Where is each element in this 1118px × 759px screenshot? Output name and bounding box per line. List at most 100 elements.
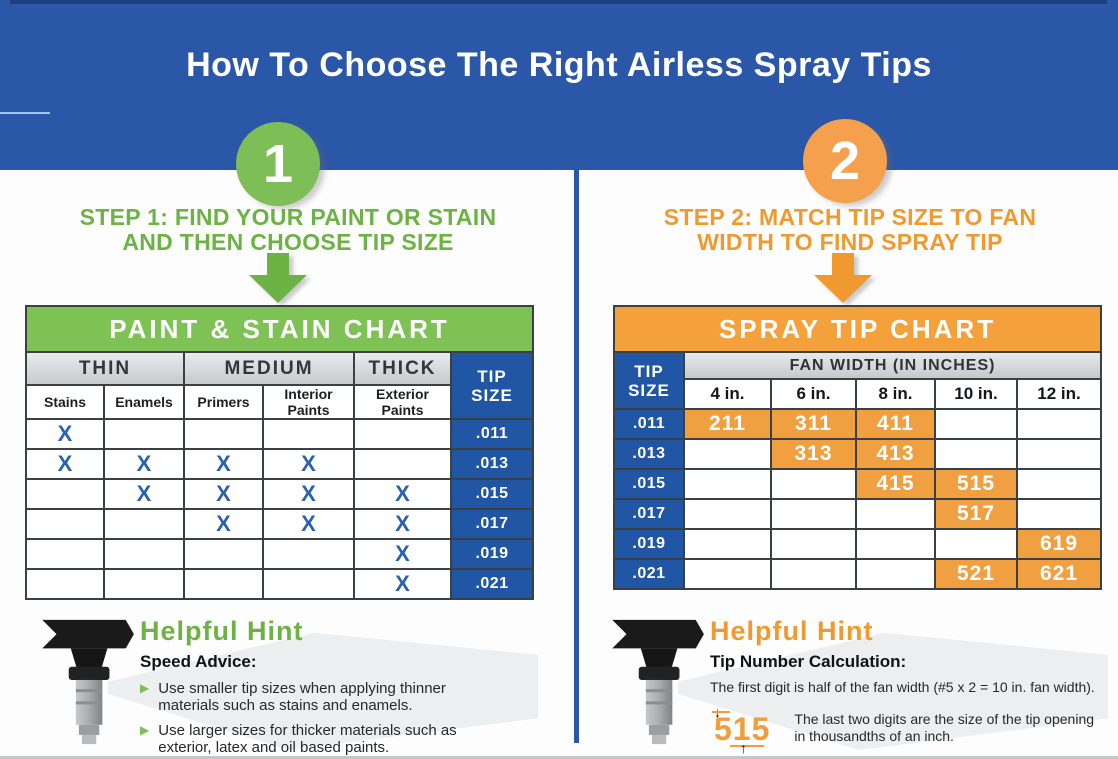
hint-line2: The last two digits are the size of the … [794,711,1095,744]
helpful-hint-step2: Helpful Hint Tip Number Calculation: The… [592,614,1118,756]
tip-size-cell: .017 [449,508,535,540]
column-header-enamels: Enamels [103,384,185,420]
hint-bullet: ▶ Use smaller tip sizes when applying th… [140,680,510,714]
value-cell [1015,498,1103,530]
spray-tip-chart-title: SPRAY TIP CHART [612,305,1103,353]
mark-cell [353,448,452,480]
tip-number-example: ↓ 515 ↑ The last two digits are the size… [710,703,1095,756]
mark-cell [103,538,185,570]
hint-bullet: ▶ Use larger sizes for thicker materials… [140,722,510,756]
mark-cell [25,478,105,510]
mark-cell: X [183,478,264,510]
value-cell [770,528,857,560]
table-row: Stains Enamels Primers Interior Paints E… [25,384,533,420]
value-cell: 515 [934,468,1018,500]
mark-cell [262,418,355,450]
fan-width-4in: 4 in. [683,378,772,410]
hint-title: Helpful Hint [710,616,874,646]
mark-cell: X [183,508,264,540]
column-group-medium: MEDIUM [183,351,355,386]
value-cell [934,408,1018,440]
column-group-thin: THIN [25,351,185,386]
value-cell [770,498,857,530]
spray-tip-icon [42,619,134,745]
tip-size-cell: .017 [613,498,685,530]
value-cell: 619 [1015,528,1103,560]
table-row: SPRAY TIP CHART [612,305,1103,353]
table-row: .019 619 [613,528,1103,560]
step1-heading-line2: AND THEN CHOOSE TIP SIZE [122,229,454,255]
arrow-up-icon: ↑ [740,740,748,756]
hint-bullet-text: Use larger sizes for thicker materials s… [158,722,457,756]
table-row: .011 211 311 411 [613,408,1103,440]
value-cell [1015,438,1103,470]
table-row: X X X X .013 [25,448,535,480]
value-cell [855,558,936,590]
underline [730,745,764,747]
value-cell [770,558,857,590]
fan-width-10in: 10 in. [934,378,1018,410]
spray-tip-icon [612,619,704,745]
value-cell [770,468,857,500]
tip-size-cell: .015 [449,478,535,510]
tip-size-cell: .011 [449,418,535,450]
table-row: 4 in. 6 in. 8 in. 10 in. 12 in. [614,378,1103,410]
triangle-bullet-icon: ▶ [140,681,150,695]
value-cell [683,498,772,530]
overline [712,711,730,713]
tip-size-header: TIP SIZE [613,351,685,410]
fan-width-6in: 6 in. [770,378,857,410]
table-row: .013 313 413 [613,438,1103,470]
fan-width-12in: 12 in. [1015,378,1103,410]
hint-title: Helpful Hint [140,616,304,646]
value-cell: 521 [934,558,1018,590]
page-title: How To Choose The Right Airless Spray Ti… [186,46,932,84]
mark-cell: X [353,568,452,600]
tip-size-cell: .013 [613,438,685,470]
tip-size-cell: .021 [613,558,685,590]
step2-number-badge: 2 [803,119,887,203]
tip-size-cell: .015 [613,468,685,500]
hint-body: Helpful Hint Speed Advice: ▶ Use smaller… [140,616,510,756]
fan-width-8in: 8 in. [855,378,936,410]
mark-cell: X [25,418,105,450]
table-row: .021 521 621 [613,558,1103,590]
table-row: THIN MEDIUM THICK TIP SIZE [25,351,535,420]
column-header-primers: Primers [183,384,264,420]
mark-cell [25,508,105,540]
value-cell [934,528,1018,560]
value-cell [683,558,772,590]
mark-cell [183,418,264,450]
table-row: X .019 [25,538,535,570]
mark-cell [103,508,185,540]
tip-size-cell: .013 [449,448,535,480]
tip-size-header: TIP SIZE [449,351,535,420]
helpful-hint-step1: Helpful Hint Speed Advice: ▶ Use smaller… [22,614,570,756]
mark-cell: X [262,448,355,480]
step2-heading-line2: WIDTH TO FIND SPRAY TIP [697,229,1003,255]
mark-cell: X [183,448,264,480]
value-cell [855,498,936,530]
value-cell [934,438,1018,470]
down-arrow-icon [814,253,872,303]
value-cell: 413 [855,438,936,470]
tip-size-cell: .011 [613,408,685,440]
banner-accent-dash [0,112,50,114]
paint-stain-chart-title: PAINT & STAIN CHART [24,305,535,353]
table-row: .015 415 515 [613,468,1103,500]
value-cell [855,528,936,560]
mark-cell [25,538,105,570]
value-cell: 313 [770,438,857,470]
mark-cell [25,568,105,600]
value-cell [683,468,772,500]
step1-heading: STEP 1: FIND YOUR PAINT OR STAIN AND THE… [10,205,566,255]
mark-cell [183,568,264,600]
hint-line1: The first digit is half of the fan width… [710,679,1095,695]
mark-cell [262,568,355,600]
section-divider [574,170,579,743]
hint-subtitle: Tip Number Calculation: [710,652,907,671]
column-header-interior-paints: Interior Paints [262,384,355,420]
mark-cell: X [353,508,452,540]
mark-cell: X [103,478,185,510]
